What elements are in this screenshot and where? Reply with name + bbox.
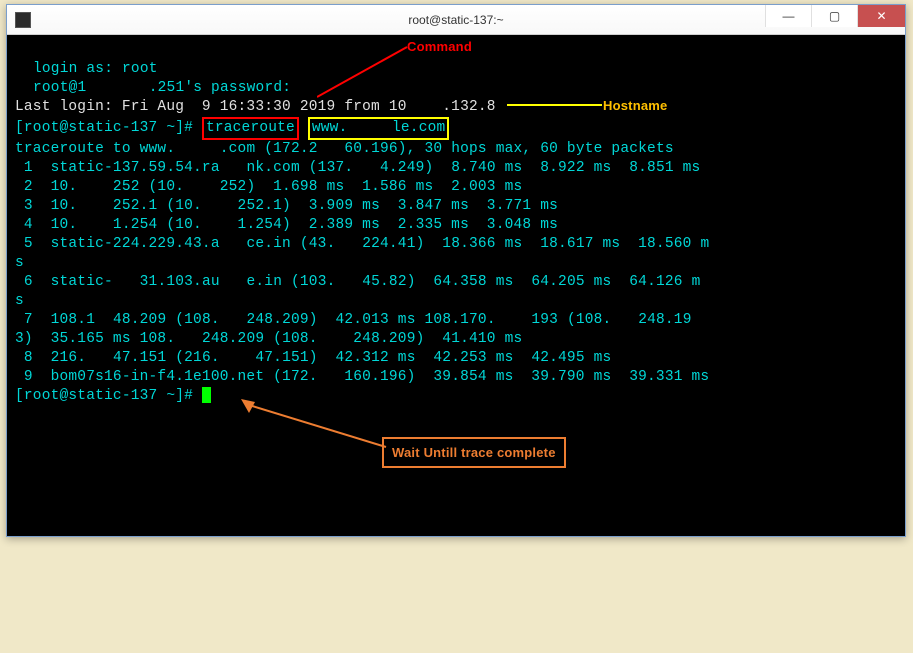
hop-wrap: s — [15, 293, 24, 309]
hop-row: 5 static-224.229.43.a — [15, 236, 220, 252]
annotation-wait-label: Wait Untill trace complete — [382, 437, 566, 468]
command-text: traceroute — [206, 120, 295, 136]
maximize-button[interactable]: ▢ — [811, 5, 857, 27]
hop-row: 1 static-137.59.54.ra — [15, 160, 220, 176]
hop-row: 8 216. — [15, 350, 86, 366]
terminal-body[interactable]: login as: root root@1xxxxxxx.251's passw… — [7, 35, 905, 536]
window-title: root@static-137:~ — [408, 13, 503, 27]
annotation-command-line-icon — [317, 45, 412, 100]
hop-row: 6 static- — [15, 274, 113, 290]
hostname-text: www. — [312, 120, 348, 136]
annotation-wait-arrow-icon — [241, 399, 391, 454]
hop-row: 4 10. — [15, 217, 77, 233]
term-line: login as: root — [33, 61, 158, 77]
shell-prompt: [root@static-137 ~]# — [15, 120, 202, 136]
command-highlight: traceroute — [202, 117, 299, 140]
hop-row: 3) 35.165 ms 108. — [15, 331, 175, 347]
term-line: root@1 — [33, 80, 86, 96]
annotation-hostname-line-icon — [507, 102, 607, 108]
shell-prompt: [root@static-137 ~]# — [15, 388, 202, 404]
hop-row: 7 108.1 — [15, 312, 95, 328]
hop-row: 9 bom07s16-in-f4.1e100.net (172. — [15, 369, 318, 385]
hop-row: 2 10. — [15, 179, 77, 195]
hop-row: 3 10. — [15, 198, 77, 214]
close-button[interactable]: ✕ — [857, 5, 905, 27]
annotation-hostname-label: Hostname — [603, 96, 667, 115]
hostname-highlight: www.xxxxxle.com — [308, 117, 450, 140]
minimize-button[interactable]: — — [765, 5, 811, 27]
app-icon — [15, 12, 31, 28]
term-line: Last login: Fri Aug 9 16:33:30 2019 from… — [15, 99, 407, 115]
terminal-window: root@static-137:~ — ▢ ✕ login as: root r… — [6, 4, 906, 537]
hop-wrap: s — [15, 255, 24, 271]
cursor-block — [202, 387, 211, 403]
term-line: .132.8 — [442, 99, 495, 115]
titlebar[interactable]: root@static-137:~ — ▢ ✕ — [7, 5, 905, 35]
term-line: .251's password: — [149, 80, 291, 96]
annotation-command-label: Command — [407, 37, 472, 56]
term-line: traceroute to www. — [15, 141, 175, 157]
